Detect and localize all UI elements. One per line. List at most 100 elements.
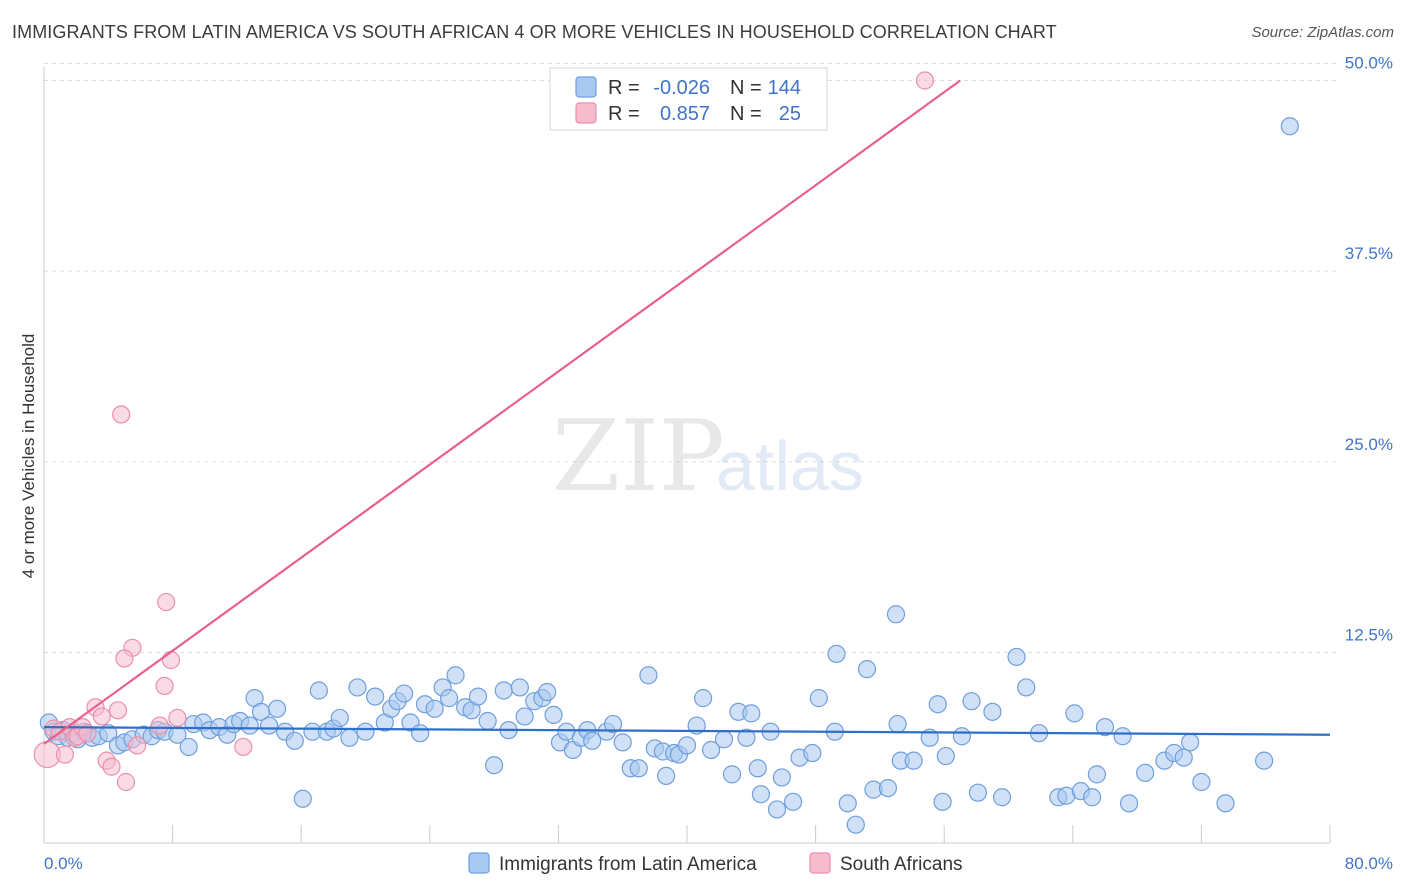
latin-america-point (809, 689, 828, 708)
latin-america-point (1017, 678, 1036, 697)
south-africans-trend-line (43, 79, 961, 745)
latin-america-point (366, 687, 385, 706)
south-africans-point (116, 772, 136, 792)
latin-america-point (803, 743, 822, 763)
latin-america-point (394, 684, 414, 703)
latin-america-point (583, 731, 602, 750)
latin-america-point (309, 681, 328, 700)
latin-america-point (340, 728, 359, 747)
y-tick-label: 50.0% (1345, 54, 1393, 73)
source-credit: Source: ZipAtlas.com (1251, 24, 1394, 41)
latin-america-point (992, 788, 1012, 807)
latin-america-point (1082, 788, 1102, 807)
gridlines (44, 63, 1336, 653)
latin-america-point (657, 766, 676, 786)
series-legend-label-pink: South Africans (840, 854, 963, 875)
series-legend-label-blue: Immigrants from Latin America (499, 854, 757, 875)
latin-america-point (748, 759, 767, 778)
stats-n-label-pink: N = (730, 103, 762, 125)
latin-america-point (613, 733, 632, 752)
latin-america-point (603, 714, 623, 734)
latin-america-point (1007, 647, 1026, 667)
latin-america-point (878, 778, 898, 798)
latin-america-point (767, 800, 787, 819)
latin-america-point (1065, 704, 1084, 723)
south-africans-point (234, 737, 253, 757)
south-africans-point (157, 592, 176, 612)
latin-america-point (348, 678, 367, 697)
latin-america-point (904, 751, 923, 770)
latin-america-point (827, 644, 846, 664)
south-africans-point (92, 707, 111, 726)
latin-america-point (1216, 794, 1235, 813)
latin-america-point (478, 711, 497, 731)
latin-america-point (886, 605, 906, 624)
y-tick-label: 37.5% (1345, 244, 1393, 263)
latin-america-point (714, 730, 734, 749)
south-africans-point (128, 736, 147, 755)
latin-america-point (888, 714, 907, 734)
latin-america-point (983, 702, 1002, 721)
series-legend: Immigrants from Latin America South Afri… (468, 852, 963, 875)
stats-r-value-blue: -0.026 (653, 77, 710, 99)
stats-legend-swatch-pink (575, 102, 597, 124)
latin-america-point (1095, 717, 1115, 737)
latin-america-point (751, 785, 771, 804)
latin-america-point (99, 724, 118, 743)
latin-america-point (1113, 727, 1132, 746)
x-axis-ticks (43, 825, 1331, 843)
south-africans-point (102, 757, 121, 776)
series-legend-swatch-pink (809, 852, 831, 874)
south-africans-point (155, 676, 174, 696)
latin-america-point (1174, 748, 1193, 767)
latin-america-point (411, 724, 430, 743)
latin-america-point (285, 731, 304, 750)
x-tick-label-max: 80.0% (1345, 854, 1393, 873)
latin-america-point (446, 666, 465, 685)
south-africans-point (150, 716, 169, 735)
watermark: ZIP atlas (552, 400, 864, 514)
chart-title: IMMIGRANTS FROM LATIN AMERICA VS SOUTH A… (12, 22, 1057, 42)
y-tick-label: 12.5% (1345, 625, 1393, 644)
latin-america-point (857, 660, 877, 679)
stats-legend-swatch-blue (575, 76, 597, 98)
latin-america-point (677, 736, 697, 755)
latin-america-point (742, 704, 761, 723)
latin-america-point (962, 692, 981, 711)
latin-america-point (722, 765, 742, 784)
latin-america-point (1181, 733, 1200, 752)
latin-america-point (702, 740, 721, 760)
stats-r-label-blue: R = (608, 77, 640, 99)
latin-america-point (952, 727, 971, 746)
watermark-zip: ZIP (552, 400, 725, 514)
latin-america-trend-line (43, 725, 1331, 736)
latin-america-point (240, 716, 259, 735)
watermark-atlas: atlas (716, 427, 864, 505)
stats-r-value-pink: 0.857 (660, 103, 710, 125)
latin-america-point (928, 695, 947, 714)
y-axis-tick-labels: 12.5% 25.0% 37.5% 50.0% (1345, 54, 1393, 645)
y-tick-label: 25.0% (1345, 435, 1393, 454)
trend-lines (43, 79, 1331, 745)
latin-america-point (1119, 794, 1139, 813)
south-africans-point (915, 71, 935, 90)
latin-america-point (425, 699, 444, 718)
latin-america-point (968, 783, 988, 802)
south-africans-point (78, 724, 97, 743)
south-africans-point (115, 649, 134, 668)
south-africans-point (168, 708, 187, 728)
latin-america-point (639, 666, 658, 685)
latin-america-point (737, 728, 756, 747)
latin-america-point (933, 792, 952, 811)
latin-america-point (1087, 765, 1107, 784)
latin-america-point (293, 789, 312, 808)
latin-america-point (783, 792, 803, 811)
stats-n-value-pink: 25 (779, 103, 801, 125)
series-legend-swatch-blue (468, 852, 490, 874)
y-axis-title: 4 or more Vehicles in Household (19, 334, 38, 579)
series-south-africans-points (33, 71, 935, 792)
latin-america-point (1254, 751, 1274, 770)
latin-america-point (936, 746, 955, 766)
latin-america-point (920, 728, 939, 747)
